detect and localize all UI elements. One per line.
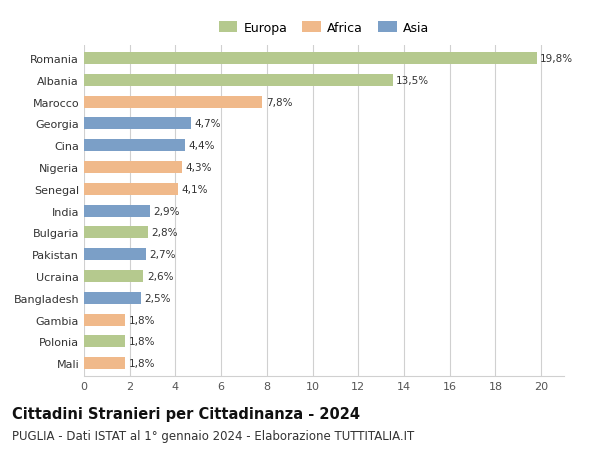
- Bar: [84, 270, 143, 282]
- Text: 1,8%: 1,8%: [128, 336, 155, 347]
- Text: 2,7%: 2,7%: [149, 250, 176, 260]
- Text: 2,5%: 2,5%: [145, 293, 171, 303]
- Text: 13,5%: 13,5%: [396, 76, 429, 86]
- Text: 19,8%: 19,8%: [540, 54, 573, 64]
- Text: 2,6%: 2,6%: [147, 271, 173, 281]
- Bar: [84, 75, 392, 87]
- Bar: [84, 292, 141, 304]
- Bar: [84, 336, 125, 347]
- Bar: [84, 227, 148, 239]
- Text: 2,9%: 2,9%: [154, 206, 180, 216]
- Text: 1,8%: 1,8%: [128, 358, 155, 368]
- Bar: [84, 96, 262, 108]
- Text: 4,3%: 4,3%: [186, 162, 212, 173]
- Bar: [84, 118, 191, 130]
- Text: 4,1%: 4,1%: [181, 185, 208, 195]
- Bar: [84, 205, 150, 217]
- Text: 4,7%: 4,7%: [195, 119, 221, 129]
- Text: PUGLIA - Dati ISTAT al 1° gennaio 2024 - Elaborazione TUTTITALIA.IT: PUGLIA - Dati ISTAT al 1° gennaio 2024 -…: [12, 429, 414, 442]
- Bar: [84, 314, 125, 326]
- Legend: Europa, Africa, Asia: Europa, Africa, Asia: [216, 19, 432, 37]
- Bar: [84, 184, 178, 196]
- Text: 1,8%: 1,8%: [128, 315, 155, 325]
- Text: 2,8%: 2,8%: [151, 228, 178, 238]
- Text: Cittadini Stranieri per Cittadinanza - 2024: Cittadini Stranieri per Cittadinanza - 2…: [12, 406, 360, 421]
- Bar: [84, 358, 125, 369]
- Bar: [84, 53, 536, 65]
- Bar: [84, 162, 182, 174]
- Text: 4,4%: 4,4%: [188, 141, 215, 151]
- Bar: [84, 140, 185, 152]
- Text: 7,8%: 7,8%: [266, 97, 292, 107]
- Bar: [84, 249, 146, 261]
